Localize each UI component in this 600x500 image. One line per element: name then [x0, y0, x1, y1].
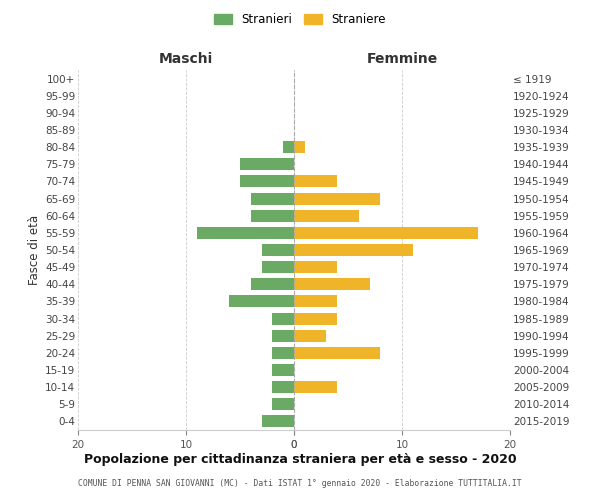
Bar [294, 227, 478, 239]
Bar [262, 416, 294, 428]
Bar [262, 261, 294, 273]
Bar [272, 381, 294, 393]
Bar [294, 176, 337, 188]
Bar [294, 210, 359, 222]
Bar [294, 278, 370, 290]
Title: Femmine: Femmine [367, 52, 437, 66]
Title: Maschi: Maschi [159, 52, 213, 66]
Bar [229, 296, 294, 308]
Bar [262, 244, 294, 256]
Bar [294, 192, 380, 204]
Bar [294, 261, 337, 273]
Bar [272, 330, 294, 342]
Bar [294, 330, 326, 342]
Bar [294, 347, 380, 359]
Bar [294, 312, 337, 324]
Bar [240, 176, 294, 188]
Legend: Stranieri, Straniere: Stranieri, Straniere [209, 8, 391, 31]
Bar [283, 141, 294, 153]
Bar [272, 312, 294, 324]
Bar [197, 227, 294, 239]
Bar [294, 244, 413, 256]
Bar [294, 296, 337, 308]
Bar [251, 278, 294, 290]
Text: Popolazione per cittadinanza straniera per età e sesso - 2020: Popolazione per cittadinanza straniera p… [83, 452, 517, 466]
Bar [294, 381, 337, 393]
Text: COMUNE DI PENNA SAN GIOVANNI (MC) - Dati ISTAT 1° gennaio 2020 - Elaborazione TU: COMUNE DI PENNA SAN GIOVANNI (MC) - Dati… [78, 479, 522, 488]
Bar [272, 398, 294, 410]
Y-axis label: Fasce di età: Fasce di età [28, 215, 41, 285]
Bar [294, 141, 305, 153]
Bar [240, 158, 294, 170]
Bar [272, 364, 294, 376]
Bar [272, 347, 294, 359]
Bar [251, 210, 294, 222]
Bar [251, 192, 294, 204]
